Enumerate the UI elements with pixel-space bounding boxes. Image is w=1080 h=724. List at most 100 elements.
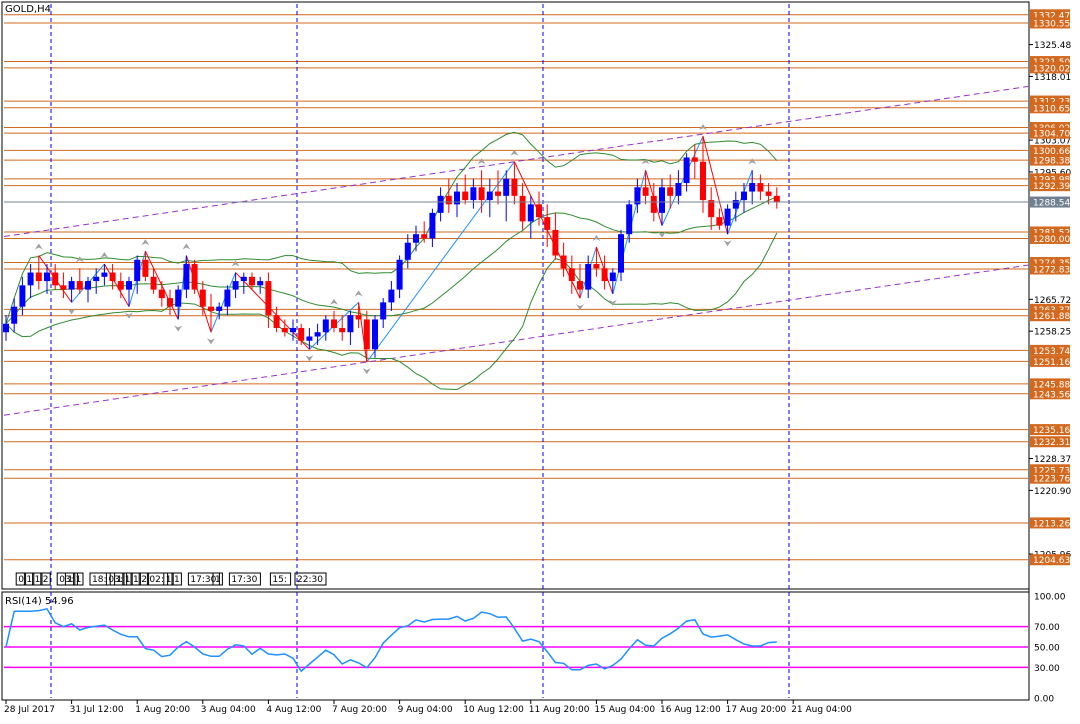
candle-body[interactable] bbox=[757, 183, 764, 192]
candle-body[interactable] bbox=[322, 319, 329, 333]
candle-body[interactable] bbox=[618, 234, 624, 273]
candle-body[interactable] bbox=[298, 327, 305, 341]
candle-body[interactable] bbox=[593, 264, 600, 269]
candle-body[interactable] bbox=[560, 255, 567, 269]
candle-body[interactable] bbox=[708, 200, 715, 218]
candle-body[interactable] bbox=[495, 191, 501, 196]
candle-body[interactable] bbox=[683, 157, 690, 184]
candle-body[interactable] bbox=[167, 298, 173, 307]
candle-body[interactable] bbox=[306, 336, 313, 341]
candle-body[interactable] bbox=[519, 195, 526, 222]
candle-body[interactable] bbox=[421, 234, 428, 239]
candle-body[interactable] bbox=[85, 281, 91, 290]
candle-body[interactable] bbox=[716, 217, 723, 226]
candle-body[interactable] bbox=[773, 195, 780, 203]
candle-body[interactable] bbox=[68, 281, 75, 290]
session-box bbox=[89, 572, 111, 586]
candle-body[interactable] bbox=[101, 272, 108, 277]
candle-body[interactable] bbox=[35, 272, 42, 282]
candle-body[interactable] bbox=[76, 281, 83, 290]
candle-body[interactable] bbox=[429, 212, 436, 239]
candle-body[interactable] bbox=[437, 195, 444, 213]
candle-body[interactable] bbox=[117, 281, 124, 290]
rsi-pane[interactable] bbox=[1, 591, 1030, 701]
candle-body[interactable] bbox=[232, 281, 239, 290]
candle-body[interactable] bbox=[355, 315, 362, 320]
candle-body[interactable] bbox=[691, 157, 698, 162]
candle-body[interactable] bbox=[11, 306, 18, 324]
candle-body[interactable] bbox=[650, 195, 657, 213]
candle-body[interactable] bbox=[216, 306, 223, 311]
candle-body[interactable] bbox=[134, 259, 141, 282]
candle-body[interactable] bbox=[372, 319, 378, 350]
candle-body[interactable] bbox=[577, 281, 583, 290]
candle-body[interactable] bbox=[183, 264, 190, 290]
candle-body[interactable] bbox=[568, 268, 575, 282]
candle-body[interactable] bbox=[380, 302, 387, 320]
candle-body[interactable] bbox=[700, 161, 706, 201]
candle-body[interactable] bbox=[265, 281, 272, 316]
candle-body[interactable] bbox=[667, 187, 674, 196]
candle-body[interactable] bbox=[347, 315, 354, 333]
candle-body[interactable] bbox=[126, 281, 132, 290]
candle-body[interactable] bbox=[486, 191, 493, 201]
candle-body[interactable] bbox=[339, 327, 346, 333]
candle-body[interactable] bbox=[511, 178, 518, 196]
candle-body[interactable] bbox=[224, 289, 231, 307]
candle-body[interactable] bbox=[585, 264, 592, 290]
candle-body[interactable] bbox=[732, 200, 739, 209]
candle-body[interactable] bbox=[749, 183, 756, 192]
candle-body[interactable] bbox=[601, 268, 608, 282]
candle-body[interactable] bbox=[527, 204, 534, 222]
candle-body[interactable] bbox=[208, 306, 214, 311]
candle-body[interactable] bbox=[109, 272, 116, 282]
candle-body[interactable] bbox=[536, 204, 542, 218]
candle-body[interactable] bbox=[273, 315, 280, 328]
candle-body[interactable] bbox=[150, 276, 157, 290]
candle-body[interactable] bbox=[454, 191, 460, 205]
candle-body[interactable] bbox=[413, 234, 419, 243]
candle-body[interactable] bbox=[240, 276, 247, 282]
candle-body[interactable] bbox=[249, 276, 255, 286]
candle-body[interactable] bbox=[191, 264, 198, 290]
candle-body[interactable] bbox=[445, 195, 452, 205]
candle-body[interactable] bbox=[675, 183, 682, 196]
candle-body[interactable] bbox=[158, 289, 165, 299]
candle-body[interactable] bbox=[404, 242, 411, 260]
candle-body[interactable] bbox=[142, 259, 149, 277]
candle-body[interactable] bbox=[544, 217, 551, 230]
candle-body[interactable] bbox=[290, 327, 296, 333]
candle-body[interactable] bbox=[609, 272, 616, 282]
candle-body[interactable] bbox=[3, 323, 9, 333]
candle-body[interactable] bbox=[281, 327, 288, 333]
candle-body[interactable] bbox=[314, 332, 321, 337]
candle-body[interactable] bbox=[741, 191, 747, 201]
candle-body[interactable] bbox=[27, 272, 34, 286]
candle-body[interactable] bbox=[462, 191, 469, 201]
candle-body[interactable] bbox=[19, 285, 26, 307]
candle-body[interactable] bbox=[634, 187, 641, 205]
candle-body[interactable] bbox=[175, 289, 182, 307]
candle-body[interactable] bbox=[642, 187, 649, 196]
candle-body[interactable] bbox=[93, 276, 100, 282]
candle-body[interactable] bbox=[363, 319, 370, 350]
candle-body[interactable] bbox=[659, 187, 665, 213]
candle-body[interactable] bbox=[52, 272, 59, 286]
candle-body[interactable] bbox=[388, 289, 395, 303]
candle-body[interactable] bbox=[60, 285, 67, 290]
candle-body[interactable] bbox=[44, 272, 50, 282]
candle-body[interactable] bbox=[257, 281, 264, 286]
candle-body[interactable] bbox=[199, 289, 206, 307]
candle-body[interactable] bbox=[765, 191, 772, 196]
candle-body[interactable] bbox=[331, 319, 337, 328]
candles[interactable] bbox=[3, 136, 780, 363]
candle-body[interactable] bbox=[552, 229, 559, 256]
candle-body[interactable] bbox=[396, 259, 403, 290]
main-pane[interactable] bbox=[1, 1, 1030, 590]
candle-body[interactable] bbox=[503, 178, 510, 196]
candle-body[interactable] bbox=[478, 187, 485, 201]
candle-body[interactable] bbox=[470, 187, 477, 201]
candle-body[interactable] bbox=[626, 204, 633, 235]
candle-body[interactable] bbox=[724, 208, 731, 226]
